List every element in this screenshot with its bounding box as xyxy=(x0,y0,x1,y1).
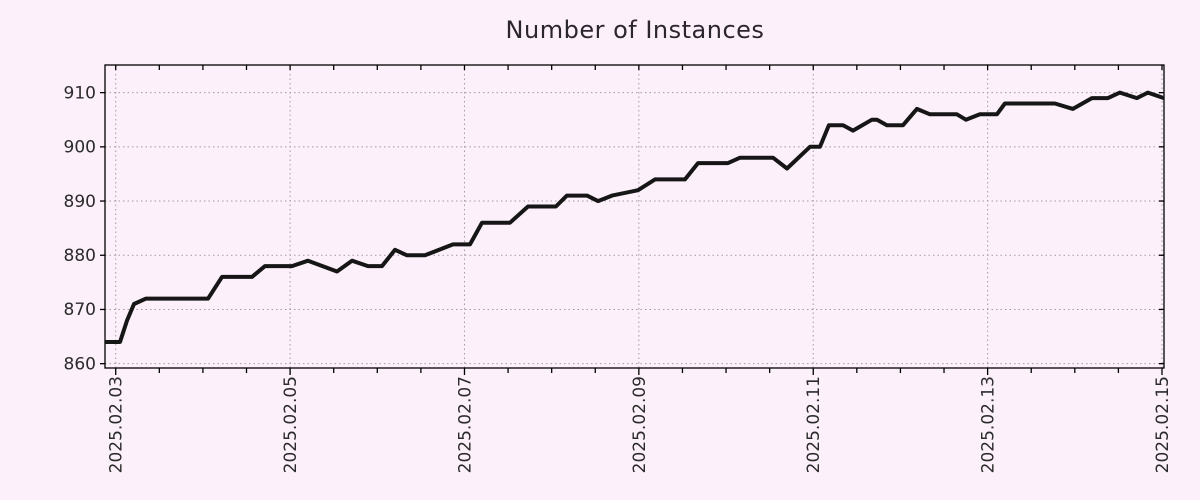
y-tick-label: 900 xyxy=(64,138,96,158)
y-tick-label: 880 xyxy=(64,246,96,266)
x-tick-label: 2025.02.05 xyxy=(281,376,301,473)
y-tick-label: 890 xyxy=(64,192,96,212)
y-tick-label: 860 xyxy=(64,354,96,374)
x-tick-label: 2025.02.07 xyxy=(455,376,475,473)
y-tick-label: 910 xyxy=(64,83,96,103)
data-series-line xyxy=(105,90,1165,344)
x-tick-label: 2025.02.15 xyxy=(1153,376,1173,473)
chart-title: Number of Instances xyxy=(505,16,765,44)
x-tick-label: 2025.02.09 xyxy=(630,376,650,473)
x-tick-label: 2025.02.13 xyxy=(979,376,999,473)
x-tick-label: 2025.02.03 xyxy=(107,376,127,473)
y-tick-label: 870 xyxy=(64,300,96,320)
x-tick-label: 2025.02.11 xyxy=(804,376,824,473)
plot-border xyxy=(104,64,1165,369)
